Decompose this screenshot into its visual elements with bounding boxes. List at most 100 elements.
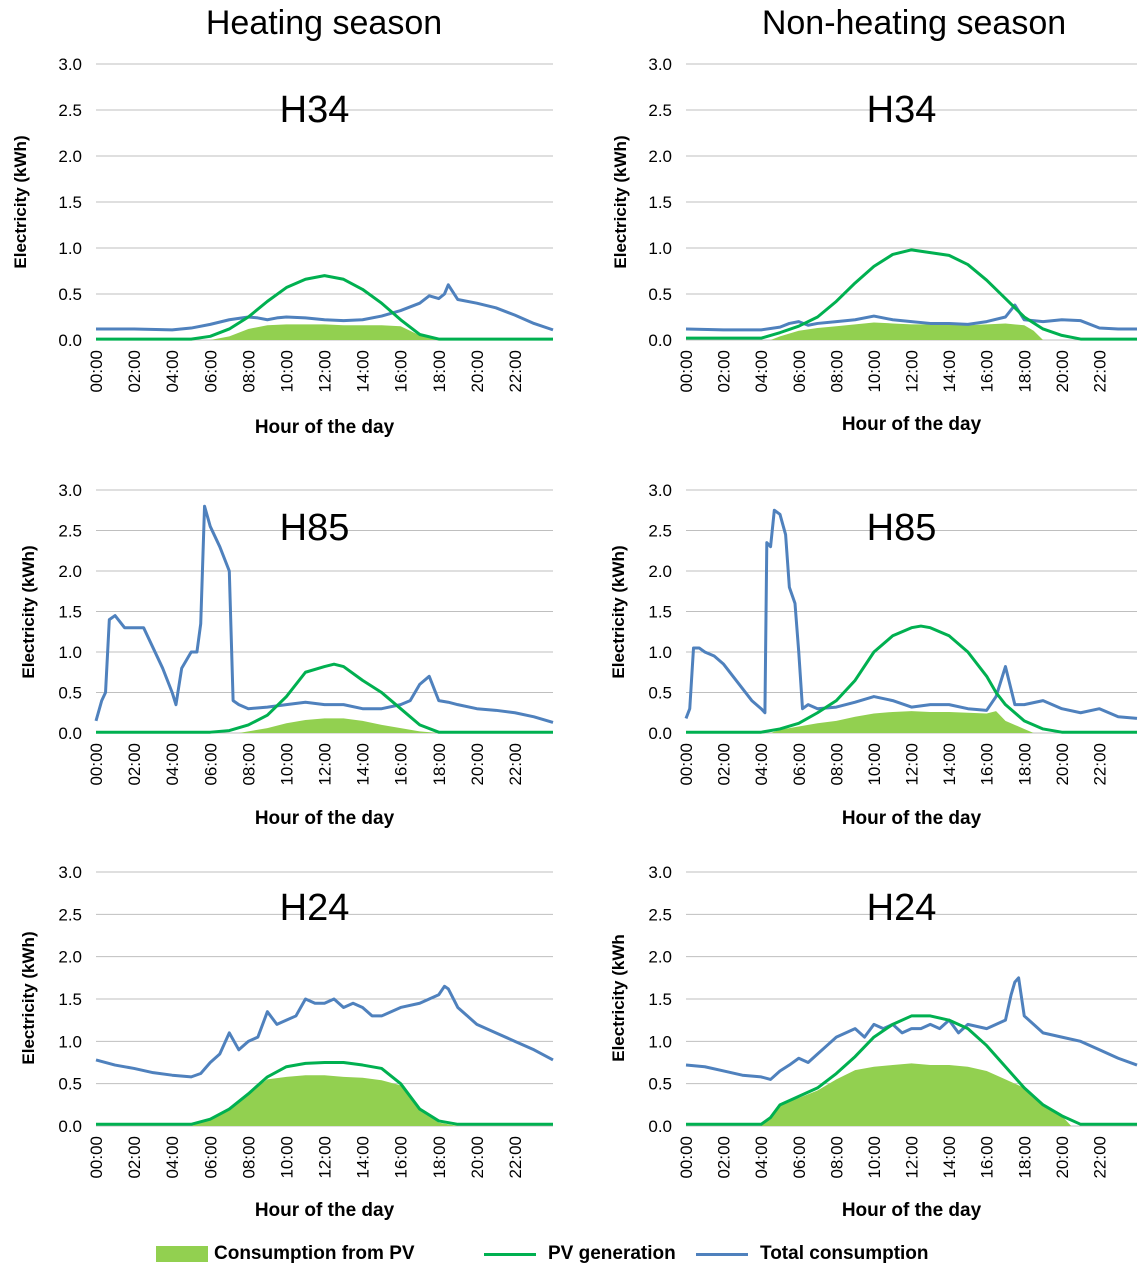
chart-4-xtick-label: 04:00 <box>752 743 771 786</box>
chart-4-xtick-label: 14:00 <box>940 743 959 786</box>
chart-6-series-pv-generation <box>686 1014 1137 1126</box>
chart-2-ytick-label: 2.5 <box>648 101 672 120</box>
chart-3-ytick-label: 2.0 <box>58 562 82 581</box>
chart-4-ylabel: Electricity (kWh) <box>609 545 628 678</box>
chart-3-title: H85 <box>280 507 350 549</box>
chart-2-title: H34 <box>867 89 937 131</box>
chart-4-series-total-consumption <box>684 508 1138 720</box>
chart-5-ytick-label: 0.0 <box>58 1117 82 1136</box>
chart-5-xtick-label: 00:00 <box>87 1136 106 1179</box>
chart-5-xtick-label: 04:00 <box>163 1136 182 1179</box>
chart-1-ytick-label: 1.5 <box>58 193 82 212</box>
chart-4-ytick-label: 0.0 <box>648 724 672 743</box>
chart-3-xtick-label: 20:00 <box>468 743 487 786</box>
chart-5-xtick-label: 18:00 <box>430 1136 449 1179</box>
chart-6-series-consumption-from-pv <box>686 1063 1137 1126</box>
chart-2-xtick-label: 00:00 <box>677 350 696 393</box>
chart-2-xtick-label: 16:00 <box>978 350 997 393</box>
chart-6-title: H24 <box>867 887 937 929</box>
chart-1-xtick-label: 00:00 <box>87 350 106 393</box>
chart-5-xtick-label: 08:00 <box>239 1136 258 1179</box>
chart-4-ytick-label: 2.5 <box>648 522 672 541</box>
chart-2-xtick-label: 22:00 <box>1090 350 1109 393</box>
chart-6-xlabel: Hour of the day <box>842 1200 982 1221</box>
chart-4-ytick-label: 2.0 <box>648 562 672 581</box>
chart-2-xtick-label: 14:00 <box>940 350 959 393</box>
chart-5-ytick-label: 1.5 <box>58 990 82 1009</box>
chart-4-ytick-label: 1.0 <box>648 643 672 662</box>
legend: Consumption from PV PV generation Total … <box>0 1243 1139 1269</box>
chart-4-title: H85 <box>867 507 937 549</box>
chart-1-xtick-label: 10:00 <box>277 350 296 393</box>
chart-5-xtick-label: 16:00 <box>392 1136 411 1179</box>
column-title-non-heating: Non-heating season <box>761 4 1067 42</box>
chart-3-ytick-label: 1.0 <box>58 643 82 662</box>
chart-5-xtick-label: 06:00 <box>201 1136 220 1179</box>
chart-1-xtick-label: 14:00 <box>354 350 373 393</box>
chart-5-xtick-label: 14:00 <box>354 1136 373 1179</box>
chart-4-xtick-label: 00:00 <box>677 743 696 786</box>
chart-5-ylabel: Electricity (kWh) <box>19 931 38 1064</box>
chart-6-ytick-label: 2.5 <box>648 905 672 924</box>
legend-label-total-consumption: Total consumption <box>760 1243 929 1264</box>
chart-5-ytick-label: 1.0 <box>58 1032 82 1051</box>
chart-2-series-consumption-from-pv <box>686 322 1137 340</box>
chart-3-xlabel: Hour of the day <box>255 808 395 829</box>
chart-3-ytick-label: 2.5 <box>58 522 82 541</box>
chart-6-ytick-label: 3.0 <box>648 863 672 882</box>
legend-swatch-consumption-from-pv <box>156 1246 208 1262</box>
chart-5-series-consumption-from-pv <box>96 1075 553 1126</box>
chart-6-ytick-label: 0.0 <box>648 1117 672 1136</box>
chart-1-xlabel: Hour of the day <box>255 417 395 438</box>
chart-6-xtick-label: 22:00 <box>1090 1136 1109 1179</box>
chart-2-series-pv-generation <box>686 248 1137 341</box>
chart-4-series-pv-generation <box>686 624 1137 734</box>
legend-label-consumption-from-pv: Consumption from PV <box>214 1243 415 1264</box>
legend-label-pv-generation: PV generation <box>548 1243 676 1264</box>
chart-4-xtick-label: 12:00 <box>903 743 922 786</box>
chart-1-ytick-label: 0.5 <box>58 285 82 304</box>
chart-4-ytick-label: 3.0 <box>648 481 672 500</box>
chart-3-ytick-label: 0.5 <box>58 684 82 703</box>
legend-item-pv-generation: PV generation <box>484 1243 676 1265</box>
chart-4-xtick-label: 02:00 <box>715 743 734 786</box>
chart-6-xtick-label: 12:00 <box>903 1136 922 1179</box>
chart-5-xtick-label: 12:00 <box>316 1136 335 1179</box>
chart-3-xtick-label: 08:00 <box>239 743 258 786</box>
chart-6-xtick-label: 10:00 <box>865 1136 884 1179</box>
chart-1-xtick-label: 22:00 <box>506 350 525 393</box>
chart-1-ytick-label: 0.0 <box>58 331 82 350</box>
chart-1-ytick-label: 3.0 <box>58 55 82 74</box>
chart-1-series-total-consumption <box>96 283 554 332</box>
chart-1-xtick-label: 06:00 <box>201 350 220 393</box>
chart-5-xtick-label: 02:00 <box>125 1136 144 1179</box>
chart-5-ytick-label: 0.5 <box>58 1075 82 1094</box>
chart-1-xtick-label: 08:00 <box>239 350 258 393</box>
chart-3-xtick-label: 06:00 <box>201 743 220 786</box>
chart-5-xlabel: Hour of the day <box>255 1200 395 1221</box>
legend-swatch-total-consumption <box>696 1252 748 1256</box>
chart-1-xtick-label: 20:00 <box>468 350 487 393</box>
chart-2-series-total-consumption <box>685 303 1137 332</box>
chart-6-ytick-label: 1.0 <box>648 1032 672 1051</box>
chart-2-xtick-label: 04:00 <box>752 350 771 393</box>
chart-2-ytick-label: 2.0 <box>648 147 672 166</box>
chart-3-series-total-consumption <box>94 504 554 724</box>
chart-1-title: H34 <box>280 89 350 131</box>
chart-5-title: H24 <box>280 887 350 929</box>
chart-4-series-consumption-from-pv <box>686 711 1137 733</box>
chart-4-xtick-label: 16:00 <box>978 743 997 786</box>
chart-3-ytick-label: 3.0 <box>58 481 82 500</box>
chart-2-ytick-label: 0.0 <box>648 331 672 350</box>
chart-3-ytick-label: 1.5 <box>58 603 82 622</box>
chart-3-xtick-label: 16:00 <box>392 743 411 786</box>
chart-4-ytick-label: 1.5 <box>648 603 672 622</box>
chart-2-xtick-label: 18:00 <box>1015 350 1034 393</box>
chart-2-ytick-label: 1.0 <box>648 239 672 258</box>
chart-1-xtick-label: 02:00 <box>125 350 144 393</box>
chart-5-ytick-label: 3.0 <box>58 863 82 882</box>
chart-4-xtick-label: 10:00 <box>865 743 884 786</box>
legend-swatch-pv-generation <box>484 1252 536 1256</box>
chart-2-xtick-label: 20:00 <box>1053 350 1072 393</box>
chart-3-xtick-label: 22:00 <box>506 743 525 786</box>
